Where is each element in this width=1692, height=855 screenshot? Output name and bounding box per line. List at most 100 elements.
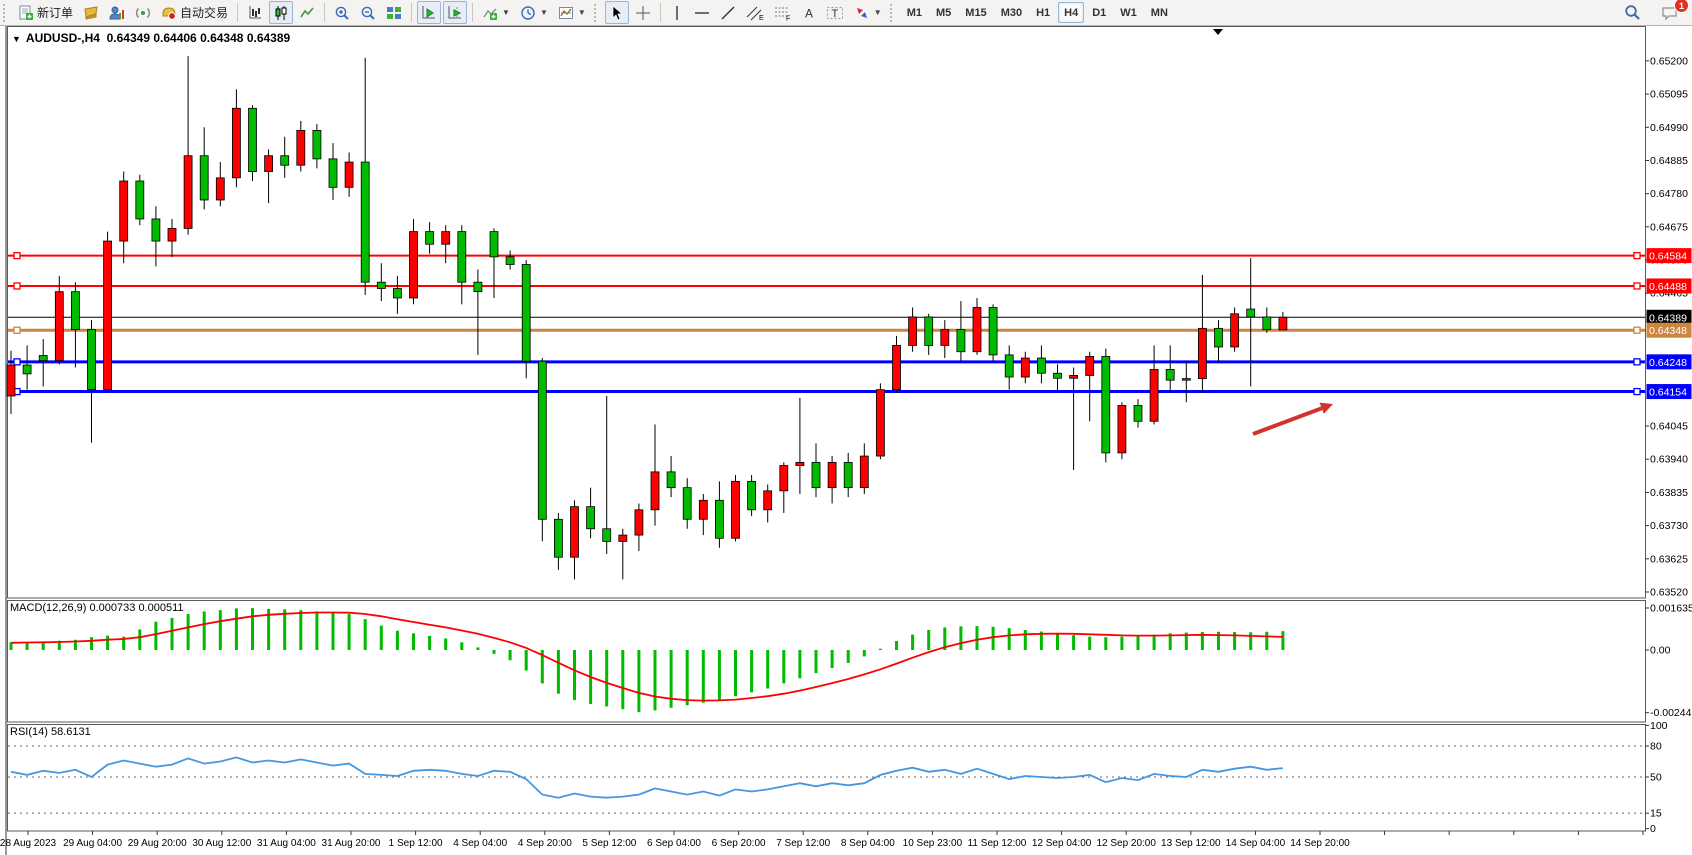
text-label-icon: T <box>826 6 843 20</box>
auto-trading-button[interactable]: 自动交易 <box>157 1 232 24</box>
price-axis[interactable]: 0.65200 0.65095 0.64990 0.64885 0.64780 0.646… <box>1645 55 1688 598</box>
svg-text:28 Aug 2023: 28 Aug 2023 <box>0 838 57 849</box>
macd-indicator-label: MACD(12,26,9) 0.000733 0.000511 <box>10 602 184 614</box>
line-chart-button[interactable] <box>295 1 319 24</box>
trendline-button[interactable] <box>716 1 740 24</box>
svg-text:6 Sep 20:00: 6 Sep 20:00 <box>712 838 766 849</box>
tile-windows-button[interactable] <box>382 1 406 24</box>
arrows-tool-icon <box>856 7 867 18</box>
candlestick-chart-button[interactable] <box>269 1 294 24</box>
macd-panel <box>7 600 1646 723</box>
svg-text:6 Sep 04:00: 6 Sep 04:00 <box>647 838 701 849</box>
svg-text:0.00: 0.00 <box>1650 645 1671 657</box>
svg-text:12 Sep 04:00: 12 Sep 04:00 <box>1032 838 1092 849</box>
hline-resistance-2[interactable]: 0.64488 <box>8 278 1692 294</box>
auto-scroll-button[interactable] <box>417 1 442 24</box>
svg-text:-0.002442: -0.002442 <box>1650 707 1692 719</box>
zoom-out-icon <box>361 6 375 20</box>
templates-button[interactable]: ▼ <box>554 1 590 24</box>
line-chart-icon <box>300 6 314 17</box>
new-order-button[interactable]: 新订单 <box>14 1 77 24</box>
cursor-button[interactable] <box>604 1 629 24</box>
periods-button[interactable]: ▼ <box>516 1 552 24</box>
vertical-line-icon <box>676 5 678 20</box>
chart-shift-marker[interactable] <box>1213 29 1223 35</box>
chevron-down-icon: ▼ <box>577 8 586 17</box>
crosshair-button[interactable] <box>631 1 655 24</box>
search-icon <box>1625 5 1640 20</box>
notifications-button[interactable]: 1 <box>1657 0 1689 24</box>
zoom-out-button[interactable] <box>356 1 380 24</box>
chart-shift-icon <box>448 5 462 18</box>
market-watch-button[interactable] <box>79 1 103 24</box>
time-axis[interactable]: 28 Aug 2023 29 Aug 04:00 29 Aug 20:00 30 Au… <box>0 831 1644 849</box>
toolbar: 新订单 自动交易 <box>0 0 1692 26</box>
svg-text:14 Sep 04:00: 14 Sep 04:00 <box>1226 838 1286 849</box>
timeframe-button-W1[interactable]: W1 <box>1120 6 1137 19</box>
svg-text:15: 15 <box>1650 808 1662 820</box>
auto-trading-icon <box>162 6 176 20</box>
hline-support-1[interactable]: 0.64248 <box>8 354 1692 370</box>
svg-text:0.63730: 0.63730 <box>1650 520 1688 532</box>
vertical-line-button[interactable] <box>666 1 688 24</box>
bar-chart-button[interactable] <box>243 1 267 24</box>
template-icon <box>558 6 573 19</box>
tile-windows-icon <box>387 6 402 19</box>
search-button[interactable] <box>1620 1 1645 24</box>
svg-text:A: A <box>805 6 813 20</box>
profile-button[interactable] <box>105 1 129 24</box>
timeframe-button-M1[interactable]: M1 <box>906 6 922 19</box>
horizontal-line-button[interactable] <box>690 1 714 24</box>
macd-signal-line <box>10 611 1283 702</box>
timeframe-button-H1[interactable]: H1 <box>1036 6 1051 19</box>
text-label-button[interactable]: T <box>822 1 848 24</box>
chart-shift-button[interactable] <box>443 1 468 24</box>
toolbar-grip[interactable] <box>889 3 897 22</box>
arrows-tool-button[interactable]: ▼ <box>850 1 886 24</box>
cursor-icon <box>612 4 623 20</box>
hline-support-2[interactable]: 0.64154 <box>8 384 1692 400</box>
svg-text:0.64389: 0.64389 <box>1649 312 1687 324</box>
hline-current-price[interactable]: 0.64389 <box>8 309 1692 325</box>
svg-text:0.63625: 0.63625 <box>1650 553 1688 565</box>
timeframe-button-H4[interactable]: H4 <box>1058 2 1085 23</box>
svg-text:0.65095: 0.65095 <box>1650 89 1688 101</box>
hline-pivot[interactable]: 0.64348 <box>8 322 1692 338</box>
equidistant-channel-icon: E <box>746 6 764 21</box>
svg-text:0.64248: 0.64248 <box>1649 357 1687 369</box>
chevron-down-icon: ▼ <box>502 8 510 17</box>
timeframe-button-MN[interactable]: MN <box>1150 6 1168 19</box>
svg-text:8 Sep 04:00: 8 Sep 04:00 <box>841 838 895 849</box>
timeframe-button-M30[interactable]: M30 <box>1000 6 1023 19</box>
signal-button[interactable] <box>131 1 155 24</box>
text-button[interactable]: A <box>798 1 820 24</box>
svg-text:0.64675: 0.64675 <box>1650 221 1688 233</box>
svg-text:0.65200: 0.65200 <box>1650 55 1688 67</box>
svg-text:0.64154: 0.64154 <box>1649 387 1687 399</box>
timeframe-button-M5[interactable]: M5 <box>936 6 952 19</box>
timeframe-group: M1 M5 M15 M30 H1 H4 D1 W1 MN <box>900 2 1175 23</box>
profile-icon <box>109 6 125 19</box>
svg-text:11 Sep 12:00: 11 Sep 12:00 <box>968 838 1027 849</box>
timeframe-button-M15[interactable]: M15 <box>965 6 987 19</box>
toolbar-grip[interactable] <box>593 3 601 22</box>
indicators-button[interactable]: ▼ <box>478 1 514 24</box>
svg-text:31 Aug 04:00: 31 Aug 04:00 <box>257 838 316 849</box>
horizontal-line-icon <box>694 11 709 14</box>
svg-text:7 Sep 12:00: 7 Sep 12:00 <box>776 838 830 849</box>
toolbar-grip[interactable] <box>3 3 10 22</box>
svg-text:E: E <box>759 15 764 21</box>
arrow-annotation[interactable] <box>1252 402 1333 436</box>
chevron-down-icon[interactable]: ▼ <box>12 34 21 44</box>
svg-text:0.64488: 0.64488 <box>1649 281 1687 293</box>
svg-text:0.64584: 0.64584 <box>1649 251 1687 263</box>
timeframe-button-D1[interactable]: D1 <box>1092 6 1107 19</box>
fibonacci-button[interactable]: F <box>770 1 796 24</box>
hline-resistance-1[interactable]: 0.64584 <box>8 248 1692 264</box>
zoom-in-button[interactable] <box>330 1 354 24</box>
zoom-in-icon <box>335 6 349 20</box>
equidistant-channel-button[interactable]: E <box>742 1 768 24</box>
candlesticks <box>6 56 1288 580</box>
svg-text:0.64885: 0.64885 <box>1650 155 1688 167</box>
